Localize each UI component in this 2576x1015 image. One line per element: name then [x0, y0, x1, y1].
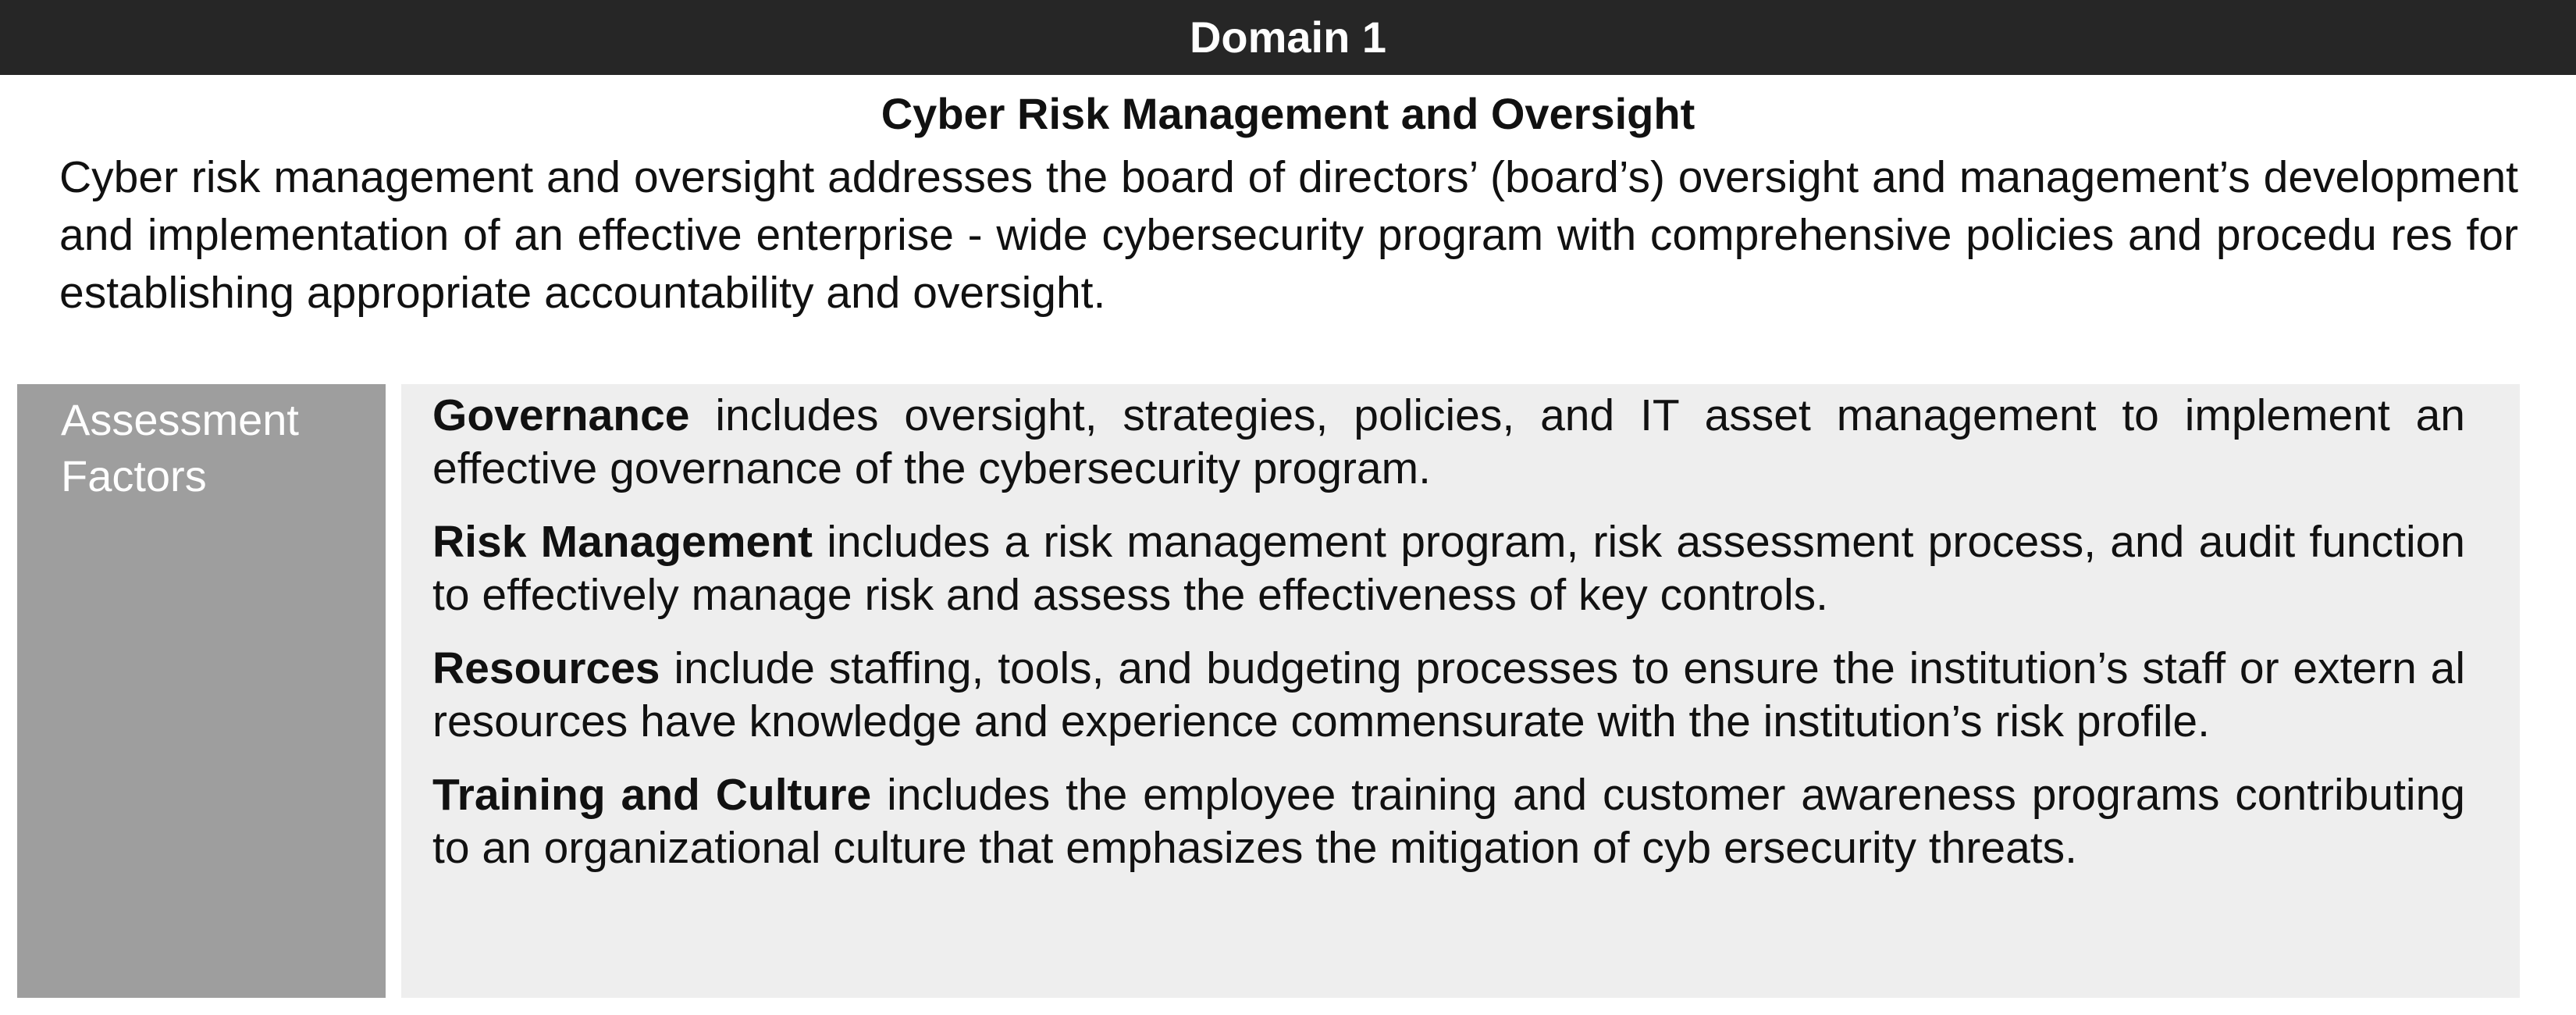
factor-text: includes oversight, strategies, policies… [432, 390, 2465, 493]
factor-term: Training and Culture [432, 770, 872, 820]
factor-training-and-culture: Training and Culture includes the employ… [432, 768, 2465, 874]
assessment-factors-heading: Assessment Factors [61, 395, 299, 500]
factor-text: includes a risk management program, risk… [432, 517, 2466, 620]
domain-header-bar: Domain 1 [0, 0, 2576, 75]
factor-term: Resources [432, 643, 660, 693]
assessment-factors-heading-cell: Assessment Factors [17, 384, 386, 998]
domain-title: Cyber Risk Management and Oversight [881, 89, 1695, 138]
assessment-factors-body-cell: Governance includes oversight, strategie… [401, 384, 2520, 998]
factor-risk-management: Risk Management includes a risk manageme… [432, 515, 2465, 621]
factor-term: Governance [432, 390, 690, 440]
assessment-factors-section: Assessment Factors Governance includes o… [17, 384, 2520, 998]
factor-text: includes the employee training and custo… [432, 770, 2465, 873]
factor-resources: Resources include staffing, tools, and b… [432, 642, 2465, 748]
factor-term: Risk Management [432, 517, 813, 567]
domain-label: Domain 1 [1189, 12, 1387, 62]
factor-governance: Governance includes oversight, strategie… [432, 389, 2465, 495]
domain-description: Cyber risk management and oversight addr… [59, 152, 2518, 318]
factor-text: include staffing, tools, and budgeting p… [432, 643, 2465, 746]
